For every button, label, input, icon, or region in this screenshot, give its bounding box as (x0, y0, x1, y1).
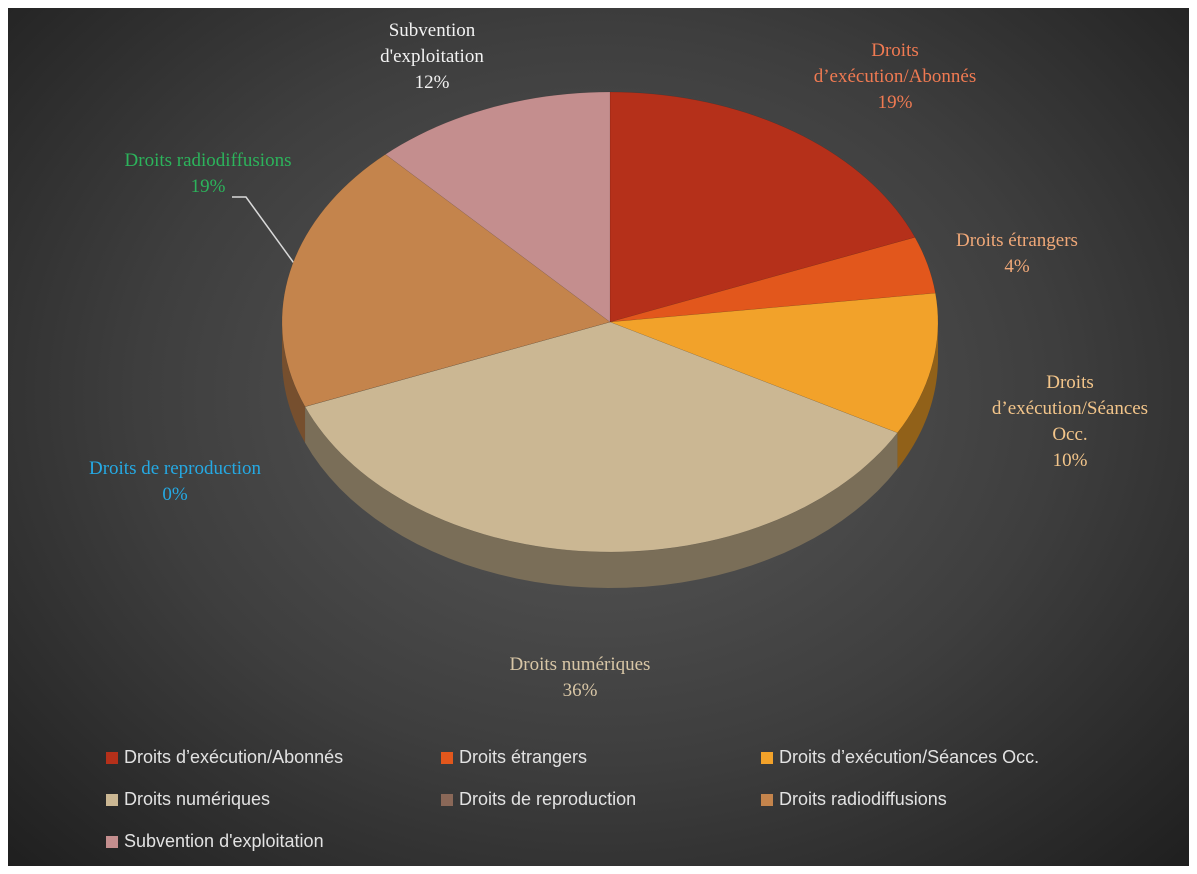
legend-item: Droits d’exécution/Séances Occ. (761, 747, 1039, 768)
data-label-name: Droits d’exécution/Abonnés (813, 40, 977, 87)
legend-label: Droits radiodiffusions (779, 789, 947, 809)
legend-item: Droits d’exécution/Abonnés (106, 747, 343, 768)
slice-side (282, 322, 306, 443)
data-label-value: 4% (1004, 256, 1030, 277)
data-label-value: 36% (562, 680, 598, 701)
data-label-value: 19% (877, 92, 913, 113)
legend-swatch (441, 751, 453, 764)
pie-slice (609, 237, 936, 323)
data-label-name: Droits étrangers (956, 230, 1078, 251)
legend-label: Droits d’exécution/Abonnés (124, 747, 344, 767)
legend-label: Droits de reproduction (459, 789, 637, 809)
data-label: Droits de reproduction 0% (55, 456, 295, 508)
legend-label: Droits d’exécution/Séances Occ. (779, 747, 1040, 767)
pie-slice (281, 154, 611, 407)
data-label-name: Subvention d'exploitation (380, 20, 484, 67)
legend-swatch (106, 751, 118, 764)
data-label-name: Droits radiodiffusions (124, 150, 292, 171)
legend-item: Droits numériques (106, 789, 270, 810)
pie-slice (304, 321, 898, 553)
data-label-value: 10% (1052, 450, 1088, 471)
data-label: Droits radiodiffusions 19% (88, 148, 328, 200)
data-label-name: Droits numériques (509, 654, 651, 675)
legend-label: Subvention d'exploitation (124, 831, 324, 851)
data-label-name: Droits d’exécution/Séances Occ. (991, 372, 1149, 445)
data-label-name: Droits de reproduction (88, 458, 261, 479)
data-label-value: 12% (414, 72, 450, 93)
data-label-value: 0% (162, 484, 188, 505)
data-label: Droits d’exécution/Abonnés 19% (795, 38, 995, 116)
legend-swatch (441, 793, 453, 806)
data-label: Subvention d'exploitation 12% (367, 18, 497, 96)
legend-swatch (106, 793, 118, 806)
legend-item: Droits étrangers (441, 747, 587, 768)
slice-side (305, 406, 898, 588)
slice-side (897, 322, 938, 469)
data-label-value: 19% (190, 176, 226, 197)
data-label: Droits étrangers 4% (917, 228, 1117, 280)
data-label: Droits d’exécution/Séances Occ. 10% (975, 370, 1165, 474)
legend-swatch (106, 835, 118, 848)
data-label: Droits numériques 36% (460, 652, 700, 704)
pie-slice (385, 91, 611, 323)
legend-label: Droits numériques (124, 789, 271, 809)
leader-line (232, 196, 297, 267)
pie-slice (609, 91, 916, 323)
legend-item: Subvention d'exploitation (106, 831, 324, 852)
legend-swatch (761, 751, 773, 764)
legend-item: Droits radiodiffusions (761, 789, 947, 810)
legend-swatch (761, 793, 773, 806)
legend-label: Droits étrangers (459, 747, 588, 767)
pie-slice (609, 292, 939, 434)
legend-item: Droits de reproduction (441, 789, 636, 810)
